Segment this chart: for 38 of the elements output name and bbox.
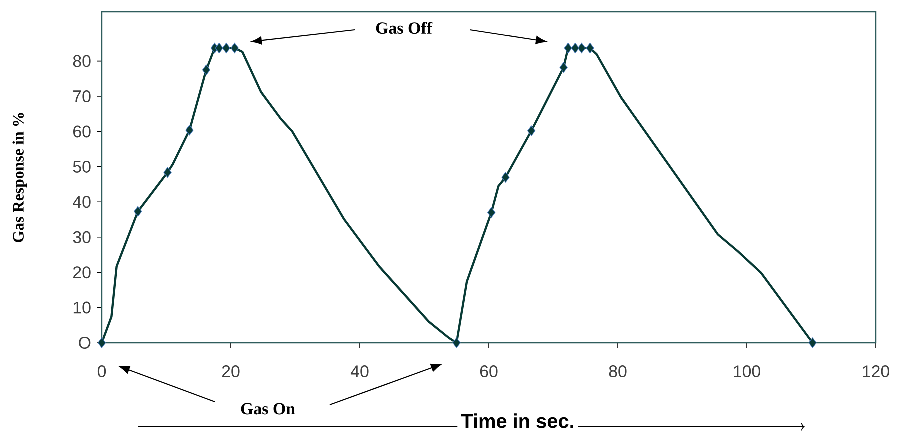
x-tick-label: 40 bbox=[350, 366, 369, 378]
annotation: Gas Off bbox=[376, 22, 433, 34]
y-tick-label: 70 bbox=[74, 90, 91, 103]
text: Gas On bbox=[241, 403, 296, 415]
y-tick-label: O bbox=[79, 337, 91, 349]
point bbox=[578, 42, 586, 54]
point bbox=[222, 42, 231, 54]
x-tick-label: 100 bbox=[734, 366, 760, 378]
point bbox=[808, 338, 817, 348]
point bbox=[98, 338, 106, 348]
y-tick-label: 20 bbox=[74, 266, 91, 279]
point bbox=[571, 42, 580, 54]
point bbox=[560, 62, 568, 73]
point bbox=[134, 206, 142, 217]
y-tick-label: 80 bbox=[73, 55, 91, 68]
x-tick-label: 20 bbox=[222, 366, 240, 378]
x-tick-label: 120 bbox=[863, 366, 890, 378]
point bbox=[586, 42, 594, 54]
y-tick-label: 10 bbox=[74, 302, 91, 314]
x-tick-label: 80 bbox=[609, 366, 627, 378]
point bbox=[230, 42, 239, 54]
x-tick-label: 60 bbox=[480, 366, 498, 378]
point bbox=[528, 126, 536, 136]
point bbox=[186, 125, 194, 136]
y-tick-label: 50 bbox=[73, 160, 91, 173]
y-tick-label: 30 bbox=[73, 231, 91, 244]
point bbox=[564, 42, 572, 54]
point bbox=[164, 167, 172, 178]
x-axis-title: Time in sec. bbox=[461, 414, 574, 428]
y-axis-title: Gas Response in % bbox=[12, 113, 28, 242]
point bbox=[215, 42, 224, 54]
y-tick-label: 60 bbox=[74, 126, 91, 138]
y-tick-label: 40 bbox=[73, 196, 91, 208]
point bbox=[502, 172, 510, 183]
x-tick-label: 0 bbox=[98, 366, 106, 378]
point bbox=[202, 64, 211, 76]
point bbox=[452, 338, 461, 348]
point bbox=[488, 207, 496, 218]
